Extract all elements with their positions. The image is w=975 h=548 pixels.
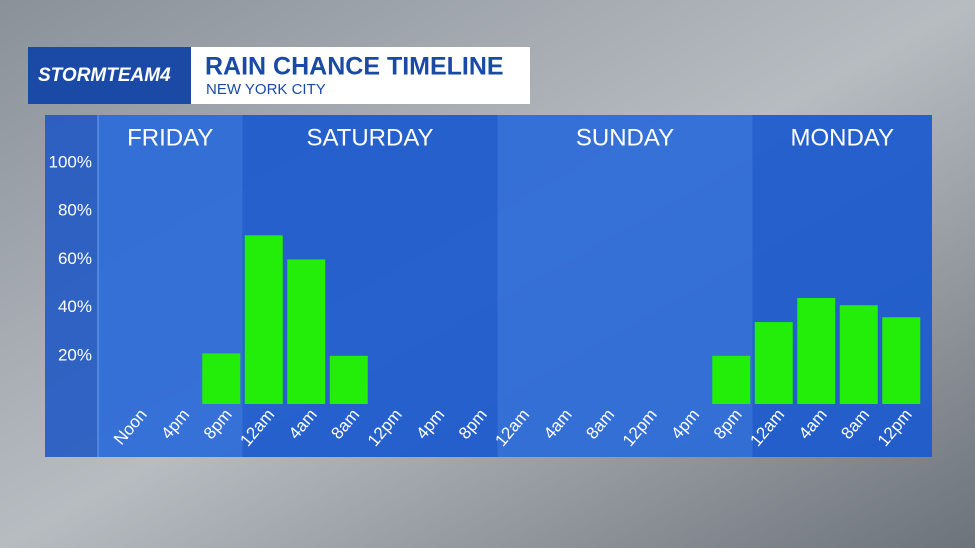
- bar: [797, 297, 836, 404]
- bar: [202, 353, 241, 404]
- day-band: [242, 115, 498, 457]
- day-band: [497, 115, 753, 457]
- y-tick-label: 100%: [49, 152, 92, 171]
- day-label: FRIDAY: [127, 124, 213, 151]
- bar: [712, 355, 751, 404]
- bar: [329, 355, 368, 404]
- y-tick-label: 40%: [58, 297, 92, 316]
- bar: [287, 259, 326, 404]
- brand-box: [28, 47, 191, 104]
- day-label: MONDAY: [790, 124, 894, 151]
- day-label: SUNDAY: [576, 124, 674, 151]
- chart-subtitle: NEW YORK CITY: [206, 81, 326, 98]
- brand: STORMTEAM4: [38, 65, 171, 86]
- y-tick-label: 80%: [58, 201, 92, 220]
- day-label: SATURDAY: [306, 124, 433, 151]
- day-band: [752, 115, 932, 457]
- y-tick-label: 60%: [58, 249, 92, 268]
- bar: [244, 235, 283, 404]
- y-tick-label: 20%: [58, 345, 92, 364]
- bar: [839, 305, 878, 404]
- bar: [754, 322, 793, 404]
- title-box: [191, 47, 530, 104]
- bar: [882, 317, 921, 404]
- chart-title: RAIN CHANCE TIMELINE: [205, 53, 504, 81]
